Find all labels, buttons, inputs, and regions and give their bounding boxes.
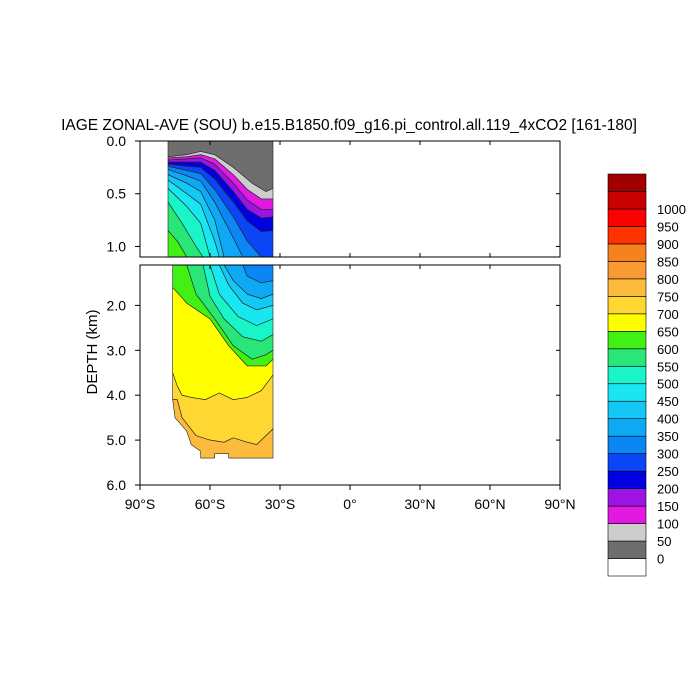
colorbar-swatch — [607, 208, 647, 227]
y-axis-label: DEPTH (km) — [84, 310, 101, 395]
colorbar-label: 750 — [657, 289, 679, 304]
colorbar-swatch — [607, 470, 647, 489]
colorbar-label: 550 — [657, 359, 679, 374]
y-tick-label-bottom: 6.0 — [107, 477, 127, 493]
colorbar-swatch — [607, 313, 647, 332]
colorbar-swatch — [607, 278, 647, 297]
colorbar-label: 250 — [657, 464, 679, 479]
y-tick-label-top: 0.5 — [107, 186, 127, 202]
contour-region-700-750-top — [173, 510, 273, 679]
colorbar-label: 350 — [657, 429, 679, 444]
contour-region-450-500-top — [167, 179, 220, 257]
x-tick-label: 90°S — [125, 496, 156, 512]
chart-title: IAGE ZONAL-AVE (SOU) b.e15.B1850.f09_g16… — [61, 117, 637, 134]
colorbar-swatch — [607, 191, 647, 210]
contour-region-750-800-top — [173, 573, 273, 700]
bottom-panel — [167, 265, 274, 459]
colorbar-label: 700 — [657, 307, 679, 322]
colorbar-swatch — [607, 296, 647, 315]
contour-region-750-800-bot — [172, 399, 274, 459]
colorbar-swatch — [607, 365, 647, 385]
colorbar-label: 50 — [657, 534, 671, 549]
y-tick-label-top: 1.0 — [107, 238, 127, 254]
x-tick-label: 90°N — [544, 496, 575, 512]
y-tick-label-top: 0.0 — [107, 133, 127, 149]
colorbar: 0 50 100 150 200 250 300 350 400 450 500 550 600 650 7… — [607, 173, 686, 577]
x-tick-label: 30°S — [265, 496, 296, 512]
colorbar-swatch — [607, 523, 647, 542]
colorbar-label: 800 — [657, 272, 679, 287]
colorbar-swatch — [607, 243, 647, 262]
colorbar-swatch — [607, 418, 647, 437]
colorbar-label: 450 — [657, 394, 679, 409]
colorbar-swatch — [607, 331, 647, 350]
colorbar-label: 850 — [657, 254, 679, 269]
colorbar-swatch — [607, 261, 647, 280]
colorbar-swatch — [607, 383, 647, 402]
x-tick-label: 60°N — [474, 496, 505, 512]
colorbar-label: 600 — [657, 342, 679, 357]
colorbar-swatch — [607, 488, 647, 507]
colorbar-label: 400 — [657, 412, 679, 427]
y-tick-label-bottom: 2.0 — [107, 297, 127, 313]
colorbar-label: 950 — [657, 219, 679, 234]
colorbar-swatch — [607, 348, 647, 367]
colorbar-swatch — [607, 435, 647, 454]
colorbar-label: 900 — [657, 237, 679, 252]
top-panel — [167, 141, 274, 700]
x-tick-label: 30°N — [404, 496, 435, 512]
colorbar-swatch — [607, 505, 647, 524]
axes: 90°S 60°S 30°S 0° 30°N 60°N 90°N 0.0 0.5 1.0 2.0 3.… — [107, 133, 576, 512]
contour-region-600-650-top — [167, 230, 188, 257]
colorbar-label: 200 — [657, 482, 679, 497]
colorbar-label: 300 — [657, 447, 679, 462]
x-tick-label: 0° — [343, 496, 356, 512]
colorbar-label: 0 — [657, 552, 664, 567]
colorbar-label: 150 — [657, 499, 679, 514]
colorbar-label: 500 — [657, 377, 679, 392]
colorbar-label: 650 — [657, 324, 679, 339]
colorbar-swatch — [607, 540, 647, 559]
y-tick-label-bottom: 3.0 — [107, 342, 127, 358]
colorbar-label: 100 — [657, 517, 679, 532]
y-tick-label-bottom: 5.0 — [107, 432, 127, 448]
colorbar-swatch — [607, 173, 647, 192]
colorbar-swatch — [607, 226, 647, 245]
colorbar-swatch — [607, 400, 647, 419]
colorbar-swatch — [607, 453, 647, 472]
y-tick-label-bottom: 4.0 — [107, 387, 127, 403]
colorbar-label: 1000 — [657, 202, 686, 217]
x-tick-label: 60°S — [195, 496, 226, 512]
colorbar-swatch — [607, 558, 647, 577]
